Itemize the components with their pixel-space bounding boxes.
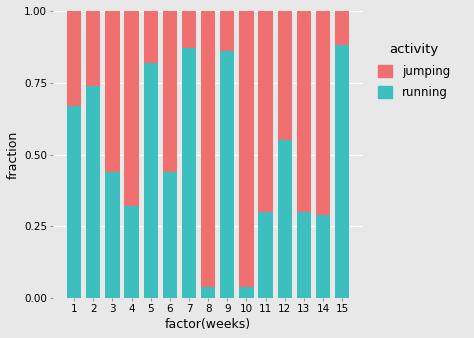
Bar [86, 86, 100, 298]
Bar [163, 11, 177, 172]
Bar [105, 172, 119, 298]
Legend: jumping, running: jumping, running [374, 40, 454, 102]
Bar [239, 287, 254, 298]
Bar [124, 207, 139, 298]
Bar [105, 11, 119, 172]
Bar [144, 63, 158, 298]
Bar [335, 45, 349, 298]
Bar [144, 11, 158, 63]
Bar [297, 212, 311, 298]
Bar [220, 51, 235, 298]
Bar [316, 215, 330, 298]
Bar [124, 11, 139, 207]
Bar [316, 11, 330, 215]
Y-axis label: fraction: fraction [7, 130, 20, 179]
Bar [335, 11, 349, 45]
Bar [220, 11, 235, 51]
Bar [201, 11, 215, 287]
Bar [182, 11, 196, 48]
Bar [258, 11, 273, 212]
Bar [163, 172, 177, 298]
Bar [67, 106, 81, 298]
Bar [239, 11, 254, 287]
Bar [86, 11, 100, 86]
X-axis label: factor(weeks): factor(weeks) [165, 318, 251, 331]
Bar [278, 140, 292, 298]
Bar [258, 212, 273, 298]
Bar [182, 48, 196, 298]
Bar [67, 11, 81, 106]
Bar [297, 11, 311, 212]
Bar [278, 11, 292, 140]
Bar [201, 287, 215, 298]
